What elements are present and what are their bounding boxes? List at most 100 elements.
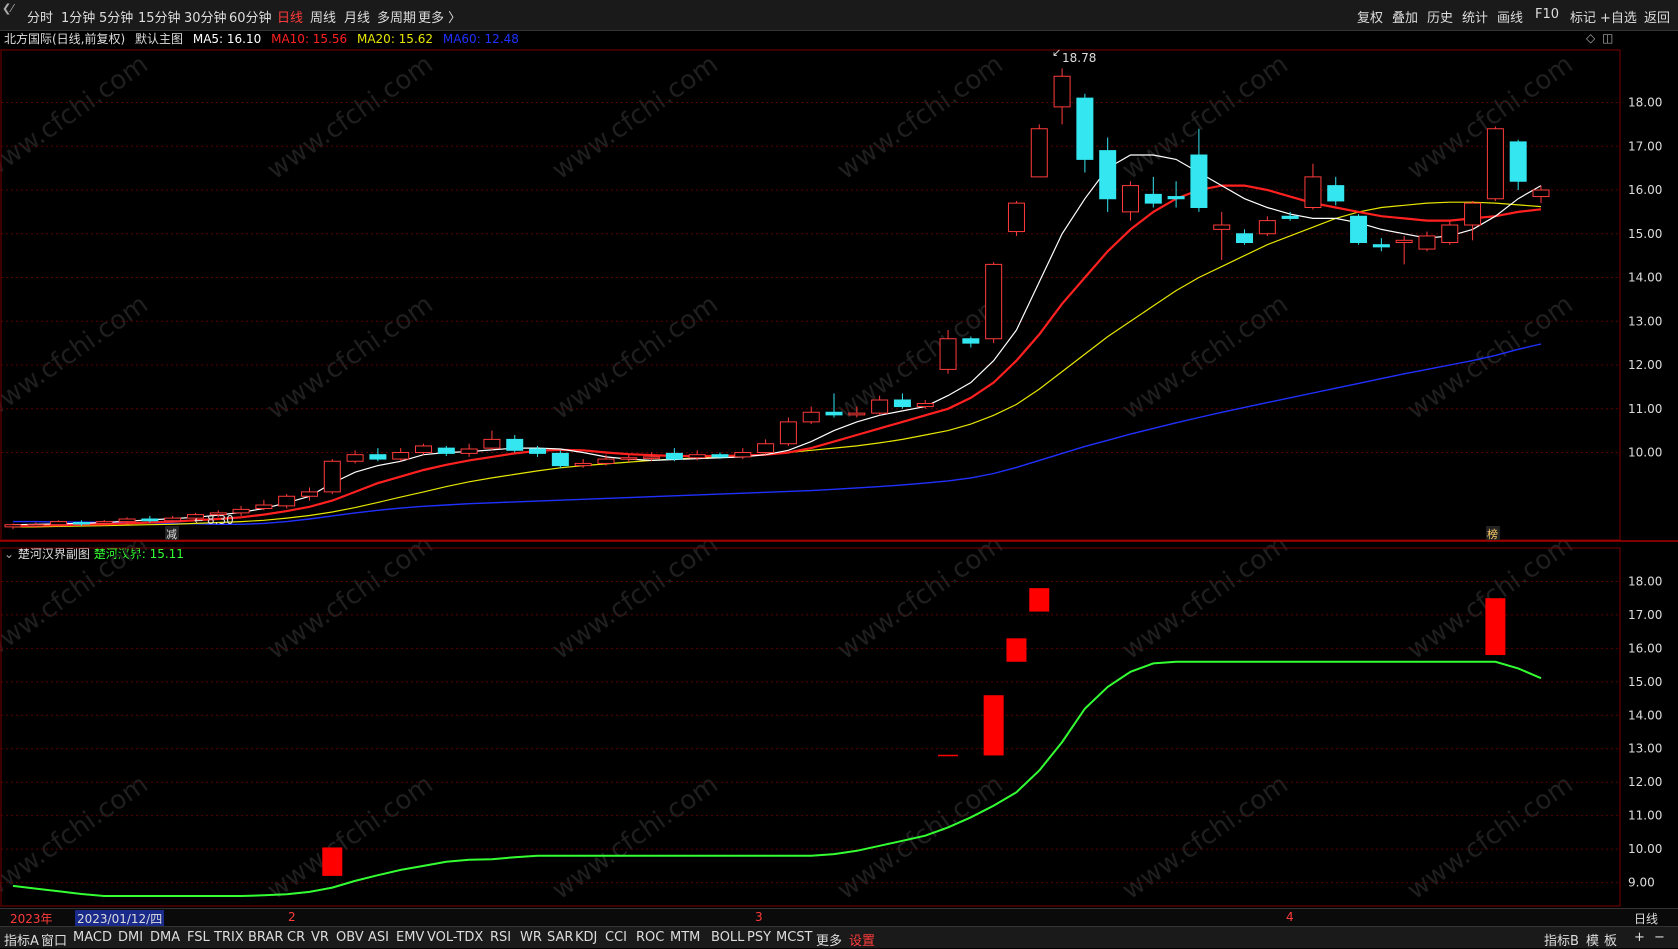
watermark-text: www.cfchi.com bbox=[0, 769, 154, 905]
stock-name[interactable]: 北方国际(日线,前复权) bbox=[4, 32, 126, 46]
tool-button-6[interactable]: 标记 bbox=[1570, 11, 1597, 26]
right-tab-1[interactable]: 模 bbox=[1586, 934, 1600, 949]
low-arrow: ← bbox=[194, 514, 203, 527]
main-y-tick: 15.00 bbox=[1628, 227, 1662, 241]
sub-y-tick: 9.00 bbox=[1628, 876, 1655, 890]
collapse-icon[interactable]: ⌄ bbox=[4, 547, 15, 561]
period-tab-0[interactable]: 分时 bbox=[27, 11, 54, 26]
ma-lines bbox=[12, 154, 1542, 528]
watermark-text: www.cfchi.com bbox=[1402, 289, 1579, 425]
candle-body bbox=[1486, 128, 1504, 200]
period-tab-7[interactable]: 周线 bbox=[310, 11, 337, 26]
indicator-tab-8[interactable]: CR bbox=[287, 930, 306, 945]
sub-price-axis: 18.00 17.00 16.00 15.00 14.00 13.00 12.00 11.00… bbox=[1628, 574, 1662, 889]
candle-body bbox=[186, 514, 204, 519]
main-y-tick: 16.00 bbox=[1628, 183, 1662, 197]
main-y-tick: 14.00 bbox=[1628, 271, 1662, 285]
indicator-tab-25[interactable]: 设置 bbox=[849, 934, 876, 949]
indicator-tab-0[interactable]: 指标A bbox=[4, 934, 39, 949]
tool-button-0[interactable]: 复权 bbox=[1357, 11, 1384, 26]
candlesticks bbox=[4, 68, 1550, 530]
indicator-tab-20[interactable]: MTM bbox=[670, 930, 701, 945]
indicator-tab-14[interactable]: RSI bbox=[490, 930, 512, 945]
right-tab-3[interactable]: + bbox=[1634, 930, 1645, 945]
indicator-tab-19[interactable]: ROC bbox=[636, 930, 665, 945]
main-panel-border bbox=[0, 49, 1621, 541]
period-tab-2[interactable]: 5分钟 bbox=[99, 11, 134, 26]
indicator-tab-6[interactable]: TRIX bbox=[214, 930, 244, 945]
indicator-tab-24[interactable]: 更多 bbox=[816, 934, 843, 949]
tool-button-8[interactable]: 返回 bbox=[1644, 11, 1671, 26]
period-tab-5[interactable]: 60分钟 bbox=[229, 11, 272, 26]
indicator-tab-3[interactable]: DMI bbox=[118, 930, 144, 945]
indicator-tab-16[interactable]: SAR bbox=[547, 930, 574, 945]
period-tab-10[interactable]: 更多 〉 bbox=[418, 11, 462, 26]
indicator-tab-21[interactable]: BOLL bbox=[711, 930, 745, 945]
main-y-tick: 18.00 bbox=[1628, 96, 1662, 110]
candle-body bbox=[871, 399, 889, 414]
sub-signal-bar bbox=[1029, 588, 1050, 612]
candle-body bbox=[415, 445, 433, 453]
watermark-text: www.cfchi.com bbox=[1402, 529, 1579, 665]
period-tab-3[interactable]: 15分钟 bbox=[138, 11, 181, 26]
marker-right[interactable]: 榜 bbox=[1487, 527, 1498, 541]
candle-body bbox=[95, 521, 113, 524]
candle-body bbox=[1441, 224, 1459, 243]
right-tab-4[interactable]: − bbox=[1654, 930, 1665, 945]
indicator-tab-23[interactable]: MCST bbox=[776, 930, 813, 945]
candle-body bbox=[1190, 154, 1208, 208]
indicator-tab-4[interactable]: DMA bbox=[150, 930, 181, 945]
indicator-tab-11[interactable]: ASI bbox=[368, 930, 389, 945]
main-y-tick: 12.00 bbox=[1628, 358, 1662, 372]
indicator-tab-5[interactable]: FSL bbox=[187, 930, 210, 945]
indicator-tab-9[interactable]: VR bbox=[311, 930, 329, 945]
window-control-icon[interactable]: ❮⁄ bbox=[2, 2, 14, 15]
tool-button-2[interactable]: 历史 bbox=[1427, 11, 1454, 26]
period-label[interactable]: 日线 bbox=[1634, 912, 1659, 926]
candle-body bbox=[323, 460, 341, 493]
indicator-tab-1[interactable]: 窗口 bbox=[41, 934, 68, 949]
right-tab-0[interactable]: 指标B bbox=[1544, 934, 1579, 949]
candle-body bbox=[1281, 215, 1299, 219]
candle-body bbox=[1030, 128, 1048, 178]
candle-body bbox=[779, 421, 797, 445]
marker-left[interactable]: 减 bbox=[166, 528, 177, 541]
period-tab-8[interactable]: 月线 bbox=[344, 11, 371, 26]
watermark-text: www.cfchi.com bbox=[547, 289, 724, 425]
panel-toggle-icon[interactable]: ◫ bbox=[1602, 31, 1614, 45]
ma60-value: MA60: 12.48 bbox=[442, 32, 519, 46]
indicator-tab-10[interactable]: OBV bbox=[336, 930, 364, 945]
indicator-tab-7[interactable]: BRAR bbox=[248, 930, 284, 945]
tool-button-7[interactable]: +自选 bbox=[1600, 11, 1637, 26]
sub-y-tick: 13.00 bbox=[1628, 742, 1662, 756]
sub-signal-bar bbox=[322, 847, 343, 876]
period-tab-4[interactable]: 30分钟 bbox=[184, 11, 227, 26]
sub-indicator-line bbox=[12, 660, 1542, 897]
sub-y-tick: 12.00 bbox=[1628, 775, 1662, 789]
indicator-tab-2[interactable]: MACD bbox=[73, 930, 112, 945]
diamond-icon[interactable]: ◇ bbox=[1586, 31, 1596, 45]
period-tab-1[interactable]: 1分钟 bbox=[61, 11, 96, 26]
indicator-tab-15[interactable]: WR bbox=[520, 930, 542, 945]
tool-button-1[interactable]: 叠加 bbox=[1392, 11, 1419, 26]
sub-chart-title[interactable]: 楚河汉界副图 bbox=[17, 547, 90, 561]
main-grid bbox=[0, 49, 1678, 542]
indicator-tab-18[interactable]: CCI bbox=[605, 930, 627, 945]
candle-body bbox=[893, 399, 911, 408]
right-tab-2[interactable]: 板 bbox=[1604, 934, 1618, 949]
indicator-tab-22[interactable]: PSY bbox=[747, 930, 772, 945]
main-y-tick: 10.00 bbox=[1628, 446, 1662, 460]
date-axis-bar: 2023年 2023/01/12/四 2 3 4 日线 bbox=[0, 908, 1678, 927]
indicator-tab-12[interactable]: EMV bbox=[396, 930, 425, 945]
month-2-label: 2 bbox=[288, 910, 296, 924]
candle-body bbox=[939, 338, 957, 370]
tool-button-4[interactable]: 画线 bbox=[1497, 11, 1524, 26]
period-tab-6[interactable]: 日线 bbox=[277, 11, 304, 26]
main-chart-selector[interactable]: 默认主图 bbox=[135, 32, 184, 46]
indicator-tab-13[interactable]: VOL-TDX bbox=[427, 930, 484, 945]
tool-button-5[interactable]: F10 bbox=[1535, 7, 1560, 22]
tool-button-3[interactable]: 统计 bbox=[1462, 11, 1489, 26]
period-tab-9[interactable]: 多周期 bbox=[377, 11, 417, 26]
indicator-tab-17[interactable]: KDJ bbox=[575, 930, 598, 945]
